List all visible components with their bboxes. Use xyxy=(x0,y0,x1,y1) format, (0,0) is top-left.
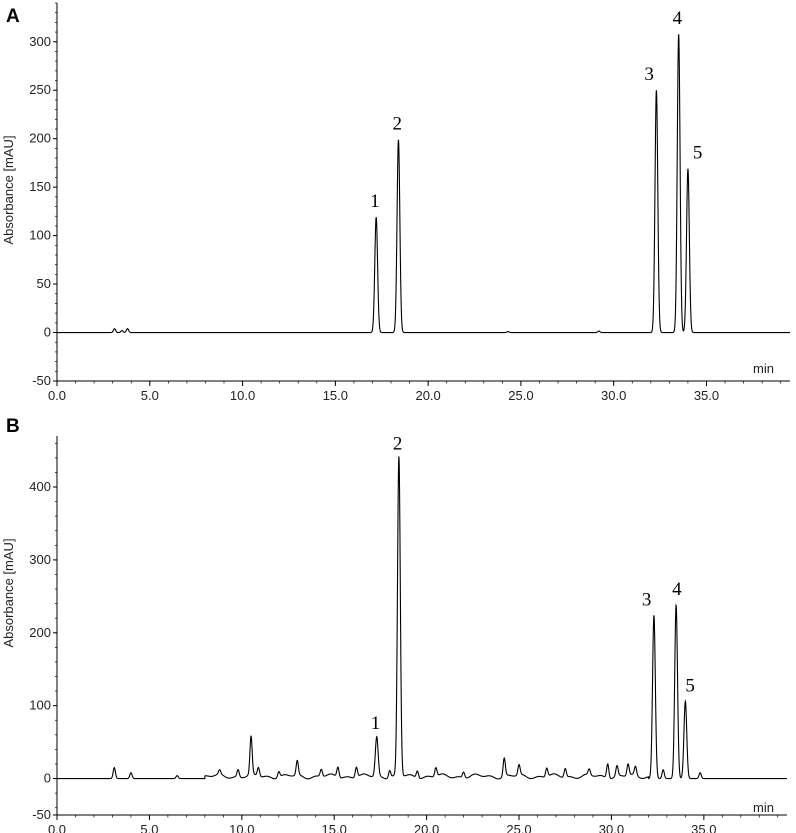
y-tick-label: 400 xyxy=(29,479,51,494)
peak-label-3: 3 xyxy=(642,589,652,610)
peak-label-5: 5 xyxy=(685,675,695,696)
panel-b-trace xyxy=(57,456,787,780)
x-tick-label: 35.0 xyxy=(694,388,719,403)
peak-label-2: 2 xyxy=(393,433,403,454)
x-tick-label: 30.0 xyxy=(601,388,626,403)
x-tick-label: 5.0 xyxy=(141,388,159,403)
y-tick-label: 100 xyxy=(29,698,51,713)
panel-b-ticks: -50 0 100 200 300 400 0.0 5.0 10.0 15.0 20.0 25.0 30… xyxy=(29,442,779,833)
panel-a-x-unit: min xyxy=(753,361,774,376)
y-tick-label: 50 xyxy=(37,276,51,291)
panel-a-ticks: -50 0 50 100 150 200 250 300 0.0 5.0 10.0 15.0 20.0 2… xyxy=(29,2,782,403)
y-tick-label: -50 xyxy=(32,373,51,388)
x-tick-label: 35.0 xyxy=(691,822,716,833)
panel-b-letter: B xyxy=(6,416,20,437)
panel-b-peak-labels: 1 2 3 4 5 xyxy=(371,433,695,734)
x-tick-label: 10.0 xyxy=(230,388,255,403)
x-tick-label: 25.0 xyxy=(506,822,531,833)
panel-a-y-axis-label: Absorbance [mAU] xyxy=(1,135,16,244)
panel-a-letter: A xyxy=(6,6,20,27)
panel-b-axes xyxy=(56,436,787,816)
x-tick-label: 5.0 xyxy=(140,822,158,833)
x-tick-label: 15.0 xyxy=(323,388,348,403)
y-tick-label: 200 xyxy=(29,625,51,640)
panel-b-x-unit: min xyxy=(753,800,774,815)
x-tick-label: 20.0 xyxy=(414,822,439,833)
peak-label-5: 5 xyxy=(693,143,703,164)
y-tick-label: 200 xyxy=(29,131,51,146)
panel-a-axes xyxy=(56,3,790,382)
peak-label-2: 2 xyxy=(392,114,402,135)
panel-a-chart: A Absorbance [mAU] -50 0 50 100 150 200 250 300… xyxy=(1,2,790,403)
peak-label-4: 4 xyxy=(672,579,682,600)
y-tick-label: 300 xyxy=(29,34,51,49)
x-tick-label: 20.0 xyxy=(415,388,440,403)
x-tick-label: 30.0 xyxy=(599,822,624,833)
x-tick-label: 0.0 xyxy=(48,388,66,403)
panel-b-y-axis-label: Absorbance [mAU] xyxy=(1,538,16,647)
y-tick-label: 100 xyxy=(29,228,51,243)
x-tick-label: 0.0 xyxy=(48,822,66,833)
y-tick-label: 150 xyxy=(29,179,51,194)
y-tick-label: -50 xyxy=(32,807,51,822)
x-tick-label: 15.0 xyxy=(322,822,347,833)
x-tick-label: 25.0 xyxy=(508,388,533,403)
x-tick-label: 10.0 xyxy=(229,822,254,833)
panel-b-chart: B Absorbance [mAU] -50 0 100 200 300 400 0.0 5.… xyxy=(1,416,787,833)
y-tick-label: 0 xyxy=(44,325,51,340)
peak-label-1: 1 xyxy=(371,713,381,734)
panel-a-trace xyxy=(57,34,790,334)
peak-label-1: 1 xyxy=(370,191,380,212)
y-tick-label: 0 xyxy=(44,771,51,786)
y-tick-label: 300 xyxy=(29,552,51,567)
panel-a-peak-labels: 1 2 3 4 5 xyxy=(370,8,702,212)
y-tick-label: 250 xyxy=(29,82,51,97)
peak-label-3: 3 xyxy=(644,64,654,85)
peak-label-4: 4 xyxy=(673,8,683,29)
